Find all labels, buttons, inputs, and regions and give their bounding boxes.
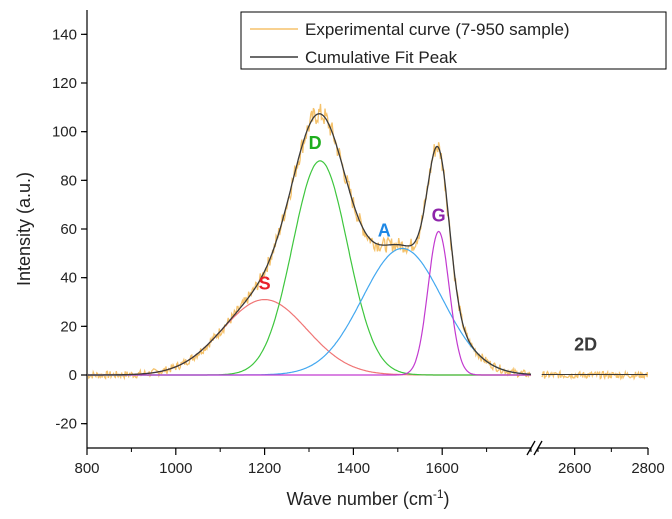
curves-segment-1 bbox=[87, 103, 532, 381]
x-tick-label: 2600 bbox=[558, 460, 591, 477]
x-axis-title-superscript: -1 bbox=[433, 487, 444, 501]
cumulative-fit-curve bbox=[87, 113, 532, 376]
legend-label-experimental: Experimental curve (7-950 sample) bbox=[305, 20, 570, 39]
y-tick-label: 140 bbox=[52, 26, 77, 43]
peak-labels: S D A G bbox=[259, 133, 446, 294]
y-tick-label: 20 bbox=[60, 318, 77, 335]
y-tick-label: 0 bbox=[69, 367, 77, 384]
y-tick-label: 120 bbox=[52, 75, 77, 92]
x-tick-label: 1200 bbox=[248, 460, 281, 477]
y-tick-label: 100 bbox=[52, 124, 77, 141]
y-axis-ticks: -20 0 20 40 60 80 100 120 140 bbox=[52, 26, 87, 433]
annotation-2d: 2D bbox=[574, 335, 597, 355]
legend: Experimental curve (7-950 sample) Cumula… bbox=[240, 11, 667, 70]
y-tick-label: 80 bbox=[60, 172, 77, 189]
x-axis-title-end: ) bbox=[444, 489, 450, 509]
experimental-curve-2d bbox=[541, 369, 648, 381]
y-axis-title: Intensity (a.u.) bbox=[14, 172, 34, 286]
x-tick-label: 800 bbox=[74, 460, 99, 477]
legend-label-cumulative: Cumulative Fit Peak bbox=[305, 48, 458, 67]
peak-label-s: S bbox=[259, 274, 271, 294]
plot-frame bbox=[86, 10, 648, 456]
x-axis-ticks: 800 1000 1200 1400 1600 2600 2800 bbox=[74, 448, 665, 477]
x-axis-title: Wave number (cm-1) bbox=[286, 487, 449, 509]
annotations: 2D bbox=[574, 335, 597, 355]
x-tick-label: 1400 bbox=[337, 460, 370, 477]
peak-label-a: A bbox=[378, 220, 391, 240]
y-tick-label: 40 bbox=[60, 270, 77, 287]
x-axis-title-main: Wave number (cm bbox=[286, 489, 432, 509]
legend-box bbox=[240, 11, 667, 70]
peak-label-g: G bbox=[432, 205, 446, 225]
peak-curve-d bbox=[87, 160, 531, 376]
peak-curve-g bbox=[87, 230, 531, 376]
x-tick-label: 1600 bbox=[426, 460, 459, 477]
curves-segment-2 bbox=[541, 369, 648, 381]
x-tick-label: 1000 bbox=[159, 460, 192, 477]
x-tick-label: 2800 bbox=[631, 460, 664, 477]
peak-curve-a bbox=[87, 247, 532, 376]
peak-label-d: D bbox=[309, 133, 322, 153]
y-tick-label: -20 bbox=[55, 416, 77, 433]
y-tick-label: 60 bbox=[60, 221, 77, 238]
